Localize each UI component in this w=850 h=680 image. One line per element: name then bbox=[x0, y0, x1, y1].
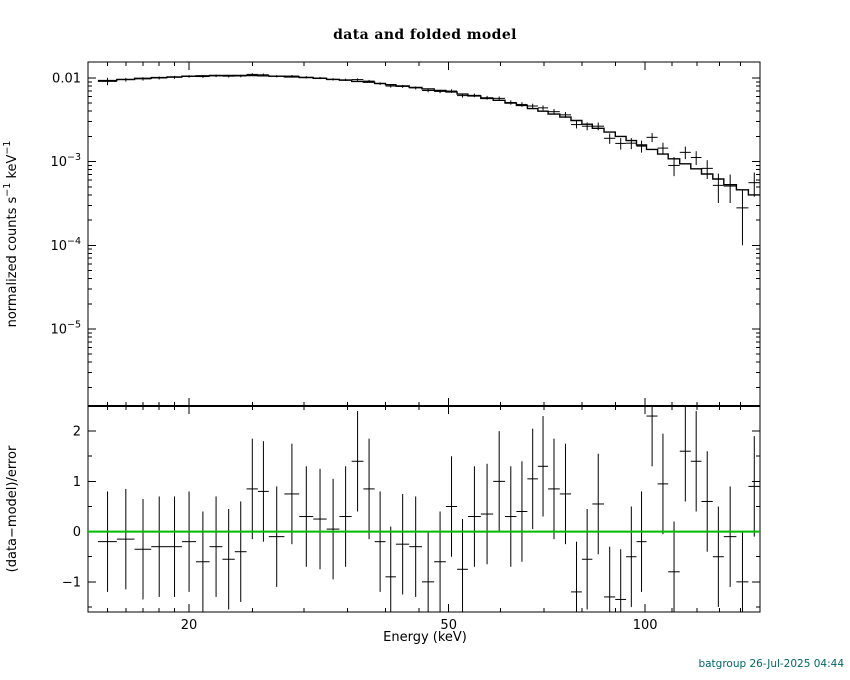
y-axis-label-bottom: (data−model)/error bbox=[5, 445, 20, 572]
x-tick-label: 20 bbox=[181, 618, 198, 633]
y-tick-label: −1 bbox=[62, 575, 81, 590]
model-step-line bbox=[97, 74, 760, 196]
y-tick-label: 1 bbox=[73, 475, 81, 490]
x-tick-label: 50 bbox=[440, 618, 457, 633]
x-ticks: 20 50 100 bbox=[107, 62, 761, 633]
residual-errorbars bbox=[97, 406, 760, 612]
y-tick-label: 0.01 bbox=[52, 71, 81, 86]
y-tick-label: 10−5 bbox=[50, 319, 81, 337]
y-tick-label: 10−3 bbox=[50, 152, 81, 170]
plot-title: data and folded model bbox=[333, 27, 517, 43]
y-axis-label-top: normalized counts s−1 keV−1 bbox=[2, 141, 20, 328]
data-errorbars bbox=[97, 73, 760, 246]
y-ticks-top: 0.01 10−3 10−4 10−5 bbox=[50, 71, 760, 388]
y-ticks-bottom: −1 0 1 2 bbox=[62, 425, 760, 608]
x-axis-label: Energy (keV) bbox=[383, 630, 467, 645]
footer-timestamp: batgroup 26-Jul-2025 04:44 bbox=[698, 658, 844, 670]
y-tick-label: 2 bbox=[73, 425, 81, 440]
x-tick-label: 100 bbox=[633, 618, 658, 633]
y-tick-label: 10−4 bbox=[50, 236, 81, 254]
y-tick-label: 0 bbox=[73, 525, 81, 540]
top-panel-frame bbox=[87, 61, 761, 407]
